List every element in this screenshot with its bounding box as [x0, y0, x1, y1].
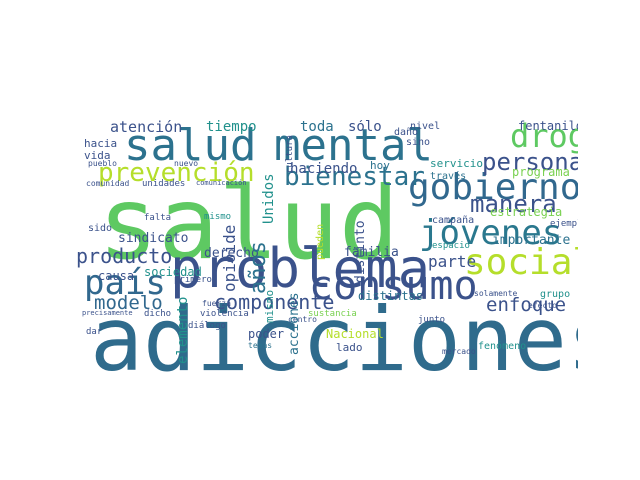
word-47: campaña	[432, 215, 475, 226]
word-68: pueblo	[88, 159, 117, 168]
word-55: violencia	[200, 309, 249, 319]
word-23: sólo	[348, 120, 382, 135]
word-79: distinto	[353, 220, 368, 283]
word-6: consumo	[309, 263, 478, 309]
word-57: temas	[248, 341, 273, 350]
word-53: sustancia	[308, 309, 357, 319]
word-51: fenómeno	[478, 341, 527, 352]
word-72: ejemplo	[550, 219, 578, 229]
word-81: pueden	[315, 223, 326, 260]
word-20: atención	[110, 120, 183, 136]
word-36: causa	[98, 269, 135, 283]
word-42: hoy	[370, 159, 390, 172]
word-80: mismo	[263, 289, 276, 323]
word-44: sino	[406, 137, 431, 148]
word-3: problema	[170, 237, 431, 300]
word-78: acciones	[287, 292, 302, 355]
word-76: elemento	[175, 296, 191, 364]
word-66: comunidad	[86, 179, 130, 188]
word-35: servicio	[430, 157, 483, 170]
word-52: mercado	[442, 347, 476, 356]
word-29: sindicato	[118, 231, 189, 246]
word-2: salud	[98, 165, 400, 282]
word-48: espacio	[432, 241, 470, 251]
word-34: programa	[512, 165, 570, 179]
word-7: gobierno	[408, 167, 578, 208]
word-31: familia	[344, 245, 399, 260]
word-26: importante	[492, 233, 571, 248]
word-65: unidades	[142, 179, 186, 189]
word-39: Nacional	[326, 327, 384, 341]
word-9: social	[464, 242, 578, 283]
word-4: mental	[274, 120, 433, 171]
word-32: sociedad	[144, 265, 202, 279]
word-77: Unidos	[261, 173, 277, 224]
word-38: poder	[248, 327, 285, 341]
word-8: jóvenes	[419, 213, 563, 253]
word-10: país	[84, 263, 166, 303]
word-73: mismo	[204, 212, 232, 222]
word-82: cultura	[285, 135, 295, 173]
word-75: opioide	[220, 224, 239, 292]
word-74: años	[246, 241, 271, 294]
word-50: junto	[418, 315, 446, 325]
word-24: tiempo	[206, 120, 257, 135]
word-61: dicho	[144, 309, 172, 319]
word-13: bienestar	[284, 162, 425, 192]
word-64: falta	[144, 213, 172, 223]
word-67: comunicación	[196, 179, 247, 187]
word-5: salud	[124, 120, 257, 171]
word-16: componente	[214, 290, 335, 314]
word-70: solamente	[474, 289, 518, 298]
word-33: distintas	[358, 289, 424, 303]
word-45: daño	[394, 127, 419, 138]
word-1: adicciones	[90, 288, 578, 373]
word-15: manera	[470, 190, 557, 218]
word-21: parte	[428, 252, 477, 271]
word-56: diálogo	[188, 321, 226, 331]
word-58: centro	[288, 315, 317, 324]
word-cloud: adicciones salud problema mental salud consum…	[64, 120, 578, 372]
word-63: sido	[88, 223, 113, 234]
word-62: dar	[86, 327, 103, 337]
word-49: grupo	[540, 289, 571, 300]
word-12: prevención	[98, 158, 255, 188]
word-54: precisamente	[82, 309, 133, 317]
word-41: hacia	[84, 137, 118, 150]
word-43: nivel	[410, 121, 441, 132]
word-19: enfoque	[486, 294, 567, 316]
word-17: producto	[76, 244, 173, 268]
word-46: través	[430, 171, 467, 182]
word-60: primero	[174, 275, 212, 285]
word-59: fuerza	[202, 299, 231, 308]
word-71: efecto	[528, 301, 557, 310]
word-28: fentanilo	[518, 120, 578, 133]
word-14: persona	[482, 148, 578, 176]
word-27: estrategia	[490, 205, 563, 219]
word-30: derecho	[204, 246, 259, 261]
word-40: vida	[84, 149, 111, 162]
word-22: toda	[300, 120, 334, 135]
word-69: nuevo	[174, 159, 199, 168]
word-18: modelo	[94, 292, 163, 314]
word-37: lado	[336, 341, 363, 354]
word-11: droga	[510, 120, 578, 155]
word-25: haciendo	[290, 161, 358, 177]
